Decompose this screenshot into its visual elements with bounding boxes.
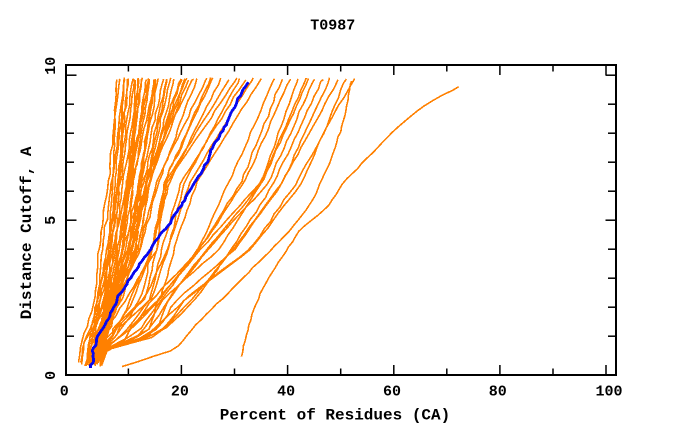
svg-text:20: 20 xyxy=(171,383,189,400)
svg-text:40: 40 xyxy=(277,383,295,400)
svg-text:10: 10 xyxy=(43,57,60,75)
svg-text:Percent of Residues (CA): Percent of Residues (CA) xyxy=(220,407,450,425)
svg-text:100: 100 xyxy=(595,383,622,400)
svg-text:0: 0 xyxy=(43,371,60,380)
svg-text:Distance Cutoff, A: Distance Cutoff, A xyxy=(18,146,36,319)
svg-text:T0987: T0987 xyxy=(310,18,355,35)
svg-text:60: 60 xyxy=(383,383,401,400)
svg-text:5: 5 xyxy=(43,216,60,225)
svg-text:80: 80 xyxy=(489,383,507,400)
svg-text:0: 0 xyxy=(60,383,69,400)
